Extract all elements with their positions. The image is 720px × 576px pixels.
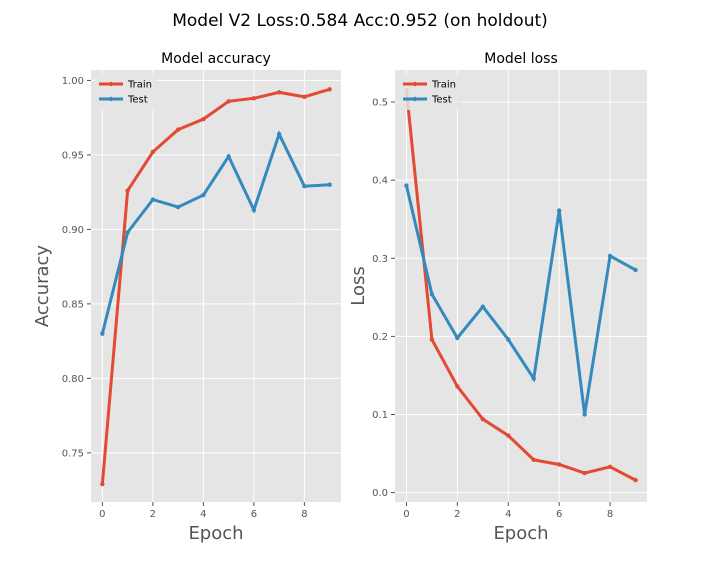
- series-test-line: [100, 130, 330, 335]
- series-train-point: [633, 477, 638, 483]
- series-test-point: [150, 197, 156, 202]
- legend-train-marker: [108, 81, 114, 87]
- series-test-point: [429, 292, 435, 297]
- x-tick-label: 0: [403, 509, 409, 520]
- x-tick-label: 8: [607, 509, 613, 520]
- series-test-point: [251, 207, 257, 213]
- y-tick-label: 0.90: [62, 225, 84, 236]
- x-tick-label: 2: [454, 509, 460, 520]
- legend-test-marker: [108, 96, 114, 102]
- x-tick-label: 2: [150, 509, 156, 520]
- legend-test-label: Test: [431, 95, 452, 106]
- series-test-point: [556, 208, 562, 213]
- legend-train-marker: [412, 81, 418, 87]
- series-test-point: [125, 230, 130, 235]
- y-tick-label: 0.0: [372, 488, 388, 499]
- legend-train-label: Train: [127, 80, 152, 91]
- series-test-point: [276, 131, 282, 137]
- y-tick-label: 0.80: [62, 374, 84, 385]
- series-test-point: [455, 335, 460, 341]
- series-train-point: [302, 94, 307, 100]
- y-tick-label: 1.00: [62, 76, 84, 87]
- plot-area: [91, 70, 341, 502]
- series-test-point: [302, 183, 307, 189]
- series-test-point: [404, 183, 409, 188]
- series-test-point: [100, 331, 105, 336]
- series-train-point: [175, 127, 181, 132]
- series-train-point: [531, 457, 536, 463]
- series-train-point: [607, 464, 613, 470]
- legend: Train Test: [399, 74, 461, 110]
- series-train-point: [480, 416, 486, 422]
- y-tick-label: 0.4: [372, 176, 388, 187]
- series-train-line: [404, 90, 637, 482]
- series-train-point: [455, 384, 460, 389]
- x-tick-label: 4: [505, 509, 511, 520]
- x-axis-label: Epoch: [188, 523, 243, 544]
- series-train-point: [582, 470, 587, 476]
- accuracy-chart: 0.75 0.80 0.85 0.90 0.95 1.00 0 2 4 6 8 Model accur…: [32, 51, 341, 544]
- x-tick-label: 6: [251, 509, 257, 520]
- series-test-point: [175, 204, 181, 210]
- loss-chart: 0.0 0.1 0.2 0.3 0.4 0.5 0 2 4 6 8 Model loss Epoch Lo…: [348, 51, 647, 544]
- figure-suptitle: Model V2 Loss:0.584 Acc:0.952 (on holdou…: [172, 11, 548, 31]
- legend-test-marker: [412, 96, 418, 102]
- series-train-point: [506, 433, 511, 438]
- legend: Train Test: [95, 74, 157, 110]
- series-test-point: [480, 304, 486, 309]
- series-train-point: [100, 481, 105, 487]
- series-train-point: [429, 337, 435, 342]
- series-test-point: [607, 253, 613, 259]
- series-train-point: [251, 96, 257, 101]
- series-train-line: [100, 87, 331, 485]
- series-test-point: [633, 267, 638, 273]
- y-axis-label: Accuracy: [32, 245, 53, 328]
- y-tick-label: 0.1: [372, 410, 388, 421]
- series-test-point: [531, 376, 536, 381]
- series-train-point: [201, 116, 206, 122]
- y-tick-label: 0.3: [372, 254, 388, 265]
- y-tick-label: 0.5: [372, 98, 388, 109]
- series-train-point: [226, 99, 231, 104]
- y-tick-label: 0.75: [62, 448, 84, 459]
- legend-test-label: Test: [127, 95, 148, 106]
- chart-title: Model accuracy: [161, 51, 271, 67]
- chart-title: Model loss: [484, 51, 558, 67]
- y-tick-label: 0.85: [62, 299, 84, 310]
- legend-train-label: Train: [431, 80, 456, 91]
- series-train-point: [276, 90, 282, 95]
- series-test-point: [506, 337, 511, 342]
- x-tick-label: 4: [200, 509, 206, 520]
- y-tick-label: 0.2: [372, 332, 388, 343]
- y-axis-label: Loss: [348, 266, 369, 305]
- series-train-point: [150, 149, 156, 155]
- y-tick-label: 0.95: [62, 150, 84, 161]
- series-test-point: [327, 182, 332, 187]
- series-test-line: [404, 185, 637, 415]
- x-tick-label: 6: [556, 509, 562, 520]
- x-tick-label: 0: [99, 509, 105, 520]
- series-test-point: [201, 192, 206, 198]
- series-train-point: [125, 188, 130, 193]
- x-tick-label: 8: [301, 509, 307, 520]
- series-test-point: [226, 154, 231, 159]
- x-axis-label: Epoch: [493, 523, 548, 544]
- series-train-point: [327, 87, 332, 92]
- plot-area: [395, 70, 647, 502]
- series-train-point: [556, 462, 562, 467]
- series-test-point: [582, 412, 587, 417]
